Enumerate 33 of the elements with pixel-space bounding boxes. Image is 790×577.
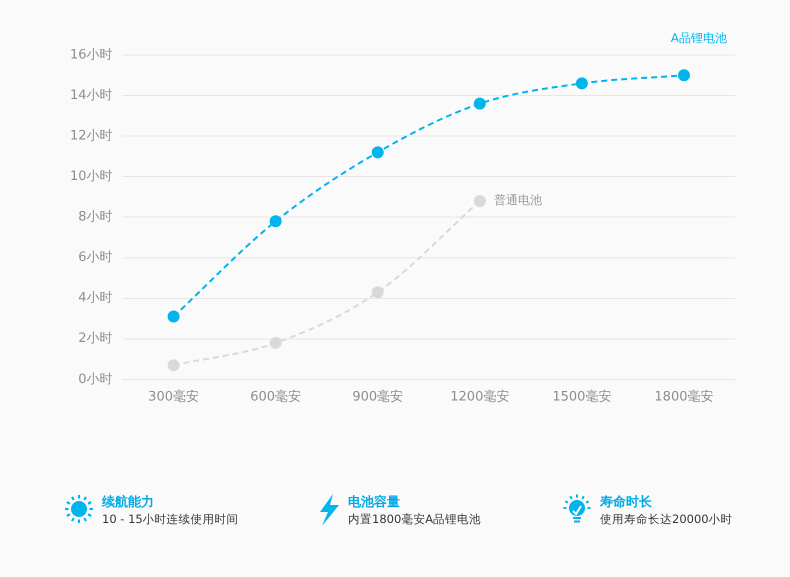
text: 续航能力 <box>102 494 155 511</box>
point <box>474 98 486 110</box>
y-tick-label: 16小时 <box>70 47 113 62</box>
point <box>270 336 282 349</box>
point <box>678 69 690 82</box>
x-tick-label: 900毫安 <box>352 388 404 405</box>
point <box>168 310 180 323</box>
y-tick-label: 10小时 <box>70 169 113 184</box>
text: 使用寿命长达20000小时 <box>600 511 733 527</box>
y-tick-label: 2小时 <box>78 331 113 346</box>
x-tick-label: 1500毫安 <box>552 388 612 405</box>
x-tick-label: 300毫安 <box>148 388 199 405</box>
y-tick-label: 12小时 <box>70 128 113 144</box>
point <box>270 215 282 228</box>
point <box>576 77 588 90</box>
text: 内置1800毫安A品锂电池 <box>348 511 482 527</box>
series-label: 普通电池 <box>494 193 542 208</box>
point <box>474 194 486 207</box>
y-tick-label: 0小时 <box>78 372 113 387</box>
x-tick-label: 1800毫安 <box>654 388 714 405</box>
point <box>372 146 384 158</box>
y-tick-label: 4小时 <box>78 290 113 306</box>
text: 10 - 15小时连续使用时间 <box>102 511 239 527</box>
point <box>168 359 180 372</box>
y-tick-label: 6小时 <box>78 250 113 266</box>
x-tick-label: 600毫安 <box>250 388 302 405</box>
y-tick-label: 14小时 <box>70 88 113 103</box>
x-tick-label: 1200毫安 <box>450 388 510 405</box>
y-tick-label: 8小时 <box>78 210 113 225</box>
text: A品锂电池 <box>670 31 727 46</box>
point <box>372 286 384 298</box>
text: 寿命时长 <box>600 494 653 511</box>
text: 电池容量 <box>348 494 401 511</box>
